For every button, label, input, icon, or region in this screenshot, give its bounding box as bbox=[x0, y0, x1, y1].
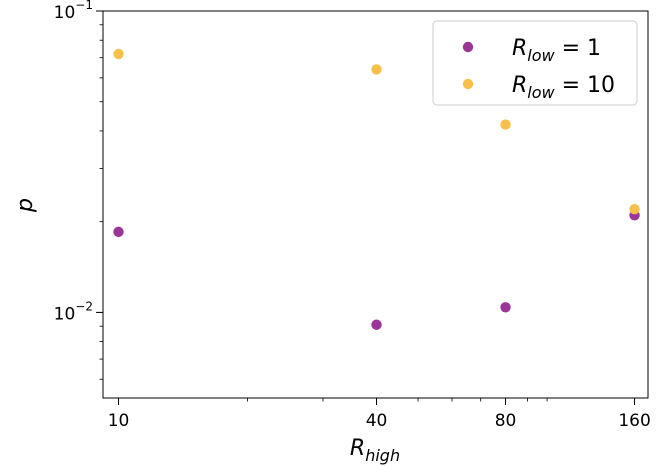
legend: Rlow = 1 Rlow = 10 bbox=[432, 20, 638, 106]
data-point-series-1 bbox=[500, 302, 511, 313]
x-tick-label: 80 bbox=[495, 411, 517, 431]
x-axis-label: Rhigh bbox=[350, 436, 400, 465]
data-point-series-2 bbox=[629, 203, 640, 215]
legend-frame bbox=[432, 20, 638, 106]
data-point-series-2 bbox=[113, 48, 124, 60]
data-point-series-2 bbox=[500, 119, 511, 130]
y-tick-label: 10−1 bbox=[54, 0, 93, 23]
x-tick-label: 10 bbox=[108, 411, 130, 431]
tick-layer: 10 40 80 160 10−1 10−2 bbox=[54, 0, 651, 431]
points-layer bbox=[113, 48, 640, 330]
y-tick-label: 10−2 bbox=[54, 299, 93, 324]
data-point-series-1 bbox=[113, 226, 124, 238]
data-point-series-2 bbox=[371, 64, 382, 75]
legend-marker-1 bbox=[462, 41, 474, 53]
y-axis-label: p bbox=[13, 198, 38, 213]
x-tick-label: 40 bbox=[366, 411, 388, 431]
data-point-series-1 bbox=[371, 319, 382, 330]
x-tick-label: 160 bbox=[618, 411, 650, 431]
legend-label-1: Rlow = 1 bbox=[512, 36, 601, 65]
legend-marker-2 bbox=[462, 78, 474, 90]
legend-label-2: Rlow = 10 bbox=[512, 73, 615, 102]
plot-frame bbox=[102, 10, 649, 399]
